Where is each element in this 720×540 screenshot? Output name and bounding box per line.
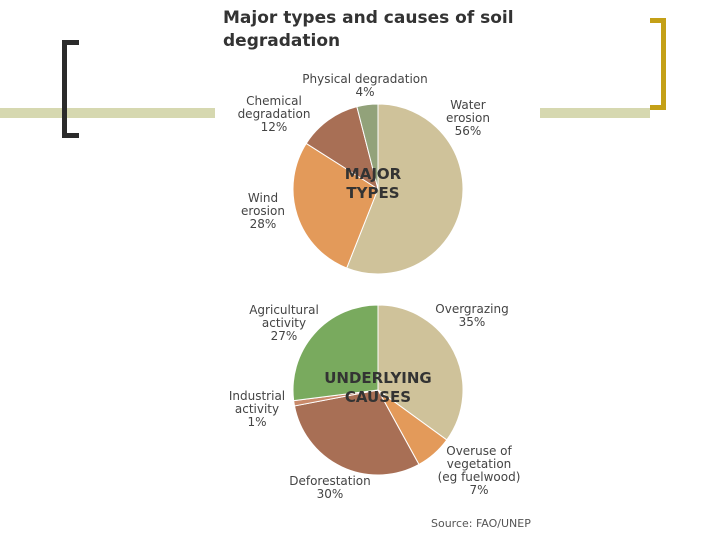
label-overgrazing: Overgrazing 35%	[435, 302, 509, 329]
label-overuse-of-vegetation: Overuse of vegetation (eg fuelwood) 7%	[437, 444, 521, 497]
pie-slice-0-1	[292, 142, 379, 269]
label-wind-erosion: Wind erosion 28%	[241, 191, 285, 231]
pie-slice-0-2	[305, 106, 379, 191]
label-agricultural-activity: Agricultural activity 27%	[249, 303, 319, 343]
pie-slice-1-0	[377, 304, 464, 441]
pie-slice-0-0	[346, 103, 464, 275]
pie-slice-0-3	[356, 103, 379, 190]
label-industrial-activity: Industrial activity 1%	[228, 389, 286, 429]
major-types-center-label: MAJOR TYPES	[344, 165, 402, 202]
label-chemical-degradation: Chemical degradation 12%	[237, 94, 311, 134]
pie-slice-1-4	[292, 304, 379, 402]
label-physical-degradation: Physical degradation 4%	[302, 72, 428, 99]
major-types-pie	[292, 103, 464, 275]
underlying-causes-center-label: UNDERLYING CAUSES	[324, 369, 432, 406]
underlying-causes-pie	[292, 304, 464, 476]
source-note: Source: FAO/UNEP	[431, 517, 531, 530]
decorative-bar-right	[538, 108, 650, 118]
decorative-bar-left	[0, 108, 215, 118]
label-water-erosion: Water erosion 56%	[446, 98, 490, 138]
label-deforestation: Deforestation 30%	[289, 474, 371, 501]
left-bracket-decoration	[62, 40, 79, 138]
figure-title: Major types and causes of soil degradati…	[223, 8, 514, 51]
right-bracket-decoration	[650, 18, 666, 110]
pie-slice-1-2	[293, 389, 420, 476]
